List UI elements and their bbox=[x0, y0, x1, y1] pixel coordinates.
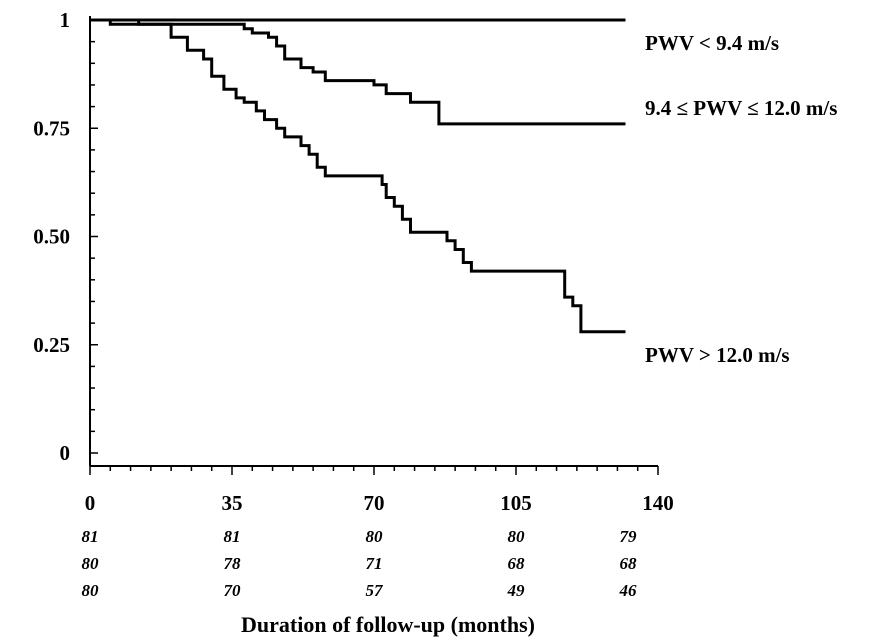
series-label-3: PWV > 12.0 m/s bbox=[645, 343, 790, 367]
x-tick-label: 0 bbox=[85, 491, 96, 515]
x-tick-label: 140 bbox=[642, 491, 674, 515]
x-tick-label: 105 bbox=[500, 491, 532, 515]
y-tick-label: 0.75 bbox=[33, 116, 70, 140]
risk-count: 49 bbox=[507, 581, 526, 600]
risk-count: 71 bbox=[366, 554, 383, 573]
survival-curves bbox=[90, 18, 626, 334]
series-labels: PWV < 9.4 m/s 9.4 ≤ PWV ≤ 12.0 m/s PWV > 1… bbox=[645, 31, 837, 367]
risk-count: 81 bbox=[224, 527, 241, 546]
risk-count: 79 bbox=[620, 527, 638, 546]
axes: 0 0.25 0.50 0.75 1 0 35 70 105 140 bbox=[33, 8, 674, 515]
numbers-at-risk-table: 81 81 80 80 79 80 78 71 68 68 80 70 57 49 46 bbox=[82, 527, 638, 600]
risk-count: 81 bbox=[82, 527, 99, 546]
risk-count: 80 bbox=[82, 554, 100, 573]
y-tick-label: 1 bbox=[60, 8, 71, 32]
x-tick-label: 70 bbox=[364, 491, 385, 515]
risk-count: 80 bbox=[508, 527, 526, 546]
survival-curve-2 bbox=[90, 18, 626, 126]
risk-count: 46 bbox=[619, 581, 638, 600]
risk-count: 57 bbox=[366, 581, 385, 600]
x-tick-label: 35 bbox=[222, 491, 243, 515]
risk-count: 68 bbox=[508, 554, 526, 573]
risk-count: 78 bbox=[224, 554, 242, 573]
y-tick-label: 0.25 bbox=[33, 333, 70, 357]
series-label-1: PWV < 9.4 m/s bbox=[645, 31, 779, 55]
y-tick-label: 0.50 bbox=[33, 225, 70, 249]
x-axis-title: Duration of follow-up (months) bbox=[241, 612, 535, 637]
risk-count: 80 bbox=[82, 581, 100, 600]
series-label-2: 9.4 ≤ PWV ≤ 12.0 m/s bbox=[645, 96, 837, 120]
risk-count: 68 bbox=[620, 554, 638, 573]
risk-count: 80 bbox=[366, 527, 384, 546]
survival-curve-3 bbox=[90, 18, 626, 334]
risk-count: 70 bbox=[224, 581, 242, 600]
y-tick-label: 0 bbox=[60, 441, 71, 465]
